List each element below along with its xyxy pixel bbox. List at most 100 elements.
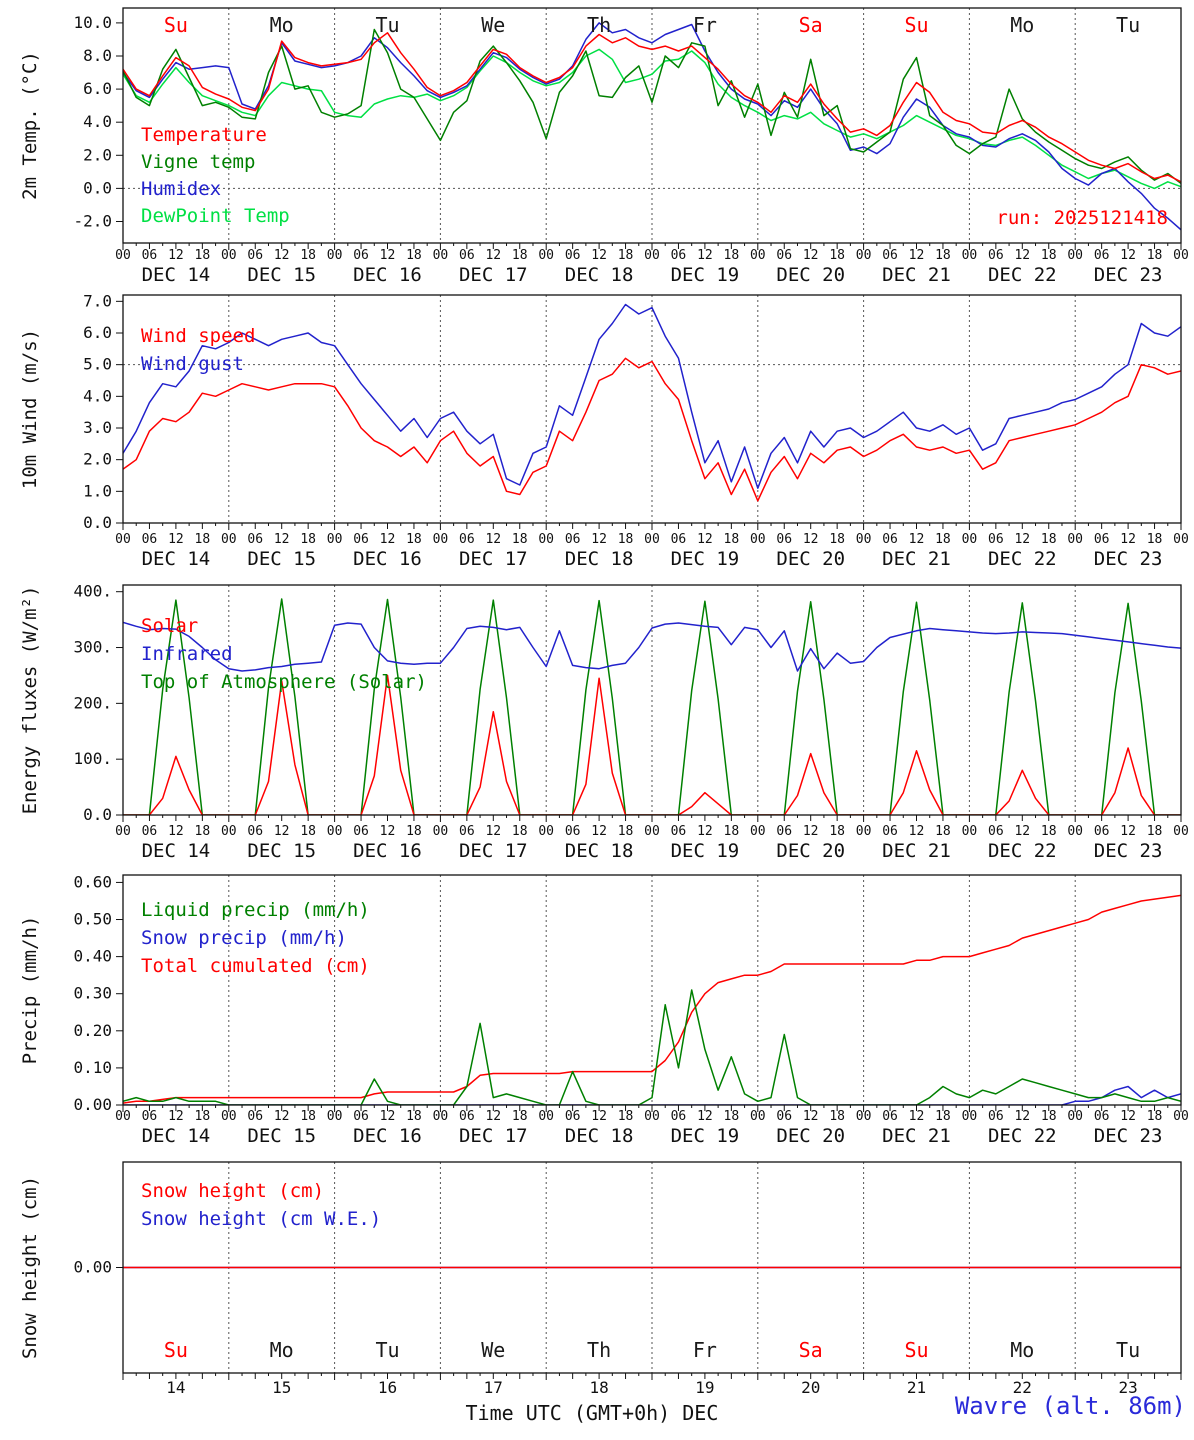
- hour-tick-label: 06: [1094, 532, 1110, 547]
- date-label: DEC 22: [988, 840, 1057, 862]
- y-tick-label: 8.0: [83, 46, 112, 65]
- day-number-label: 17: [484, 1378, 503, 1397]
- hour-tick-label: 00: [221, 1109, 237, 1124]
- hour-tick-label: 12: [485, 532, 501, 547]
- hour-tick-label: 12: [1014, 532, 1030, 547]
- hour-tick-label: 00: [644, 248, 660, 263]
- y-tick-label: 0.20: [73, 1021, 112, 1040]
- hour-tick-label: 12: [803, 532, 819, 547]
- hour-tick-label: 00: [327, 824, 343, 839]
- hour-tick-label: 00: [962, 1109, 978, 1124]
- hour-tick-label: 00: [750, 532, 766, 547]
- day-number-label: 18: [589, 1378, 608, 1397]
- hour-tick-label: 18: [195, 1109, 211, 1124]
- hour-tick-label: 06: [353, 248, 369, 263]
- legend-wind-wind-speed: Wind speed: [141, 325, 255, 347]
- day-name-label: Th: [587, 1338, 611, 1362]
- hour-tick-label: 18: [512, 532, 528, 547]
- hour-tick-label: 06: [459, 532, 475, 547]
- day-name-label: Su: [904, 13, 928, 37]
- y-tick-label: 1.0: [83, 481, 112, 500]
- hour-tick-label: 06: [988, 824, 1004, 839]
- hour-tick-label: 12: [380, 1109, 396, 1124]
- x-axis-title: Time UTC (GMT+0h) DEC: [465, 1401, 719, 1425]
- day-name-label: We: [481, 1338, 505, 1362]
- hour-tick-label: 18: [512, 824, 528, 839]
- hour-tick-label: 18: [829, 248, 845, 263]
- hour-tick-label: 12: [168, 824, 184, 839]
- temp-line-temperature: [123, 32, 1181, 183]
- day-name-label: Mo: [270, 13, 294, 37]
- hour-tick-label: 12: [697, 248, 713, 263]
- hour-tick-label: 00: [538, 824, 554, 839]
- hour-tick-label: 12: [1120, 1109, 1136, 1124]
- legend-temp-humidex: Humidex: [141, 178, 221, 200]
- hour-tick-label: 06: [671, 1109, 687, 1124]
- hour-tick-label: 00: [1173, 248, 1189, 263]
- hour-tick-label: 18: [935, 1109, 951, 1124]
- day-name-label: Tu: [375, 13, 399, 37]
- hour-tick-label: 00: [221, 248, 237, 263]
- hour-tick-label: 00: [1067, 532, 1083, 547]
- hour-tick-label: 12: [697, 532, 713, 547]
- hour-tick-label: 00: [1173, 1109, 1189, 1124]
- day-name-label: Fr: [693, 1338, 717, 1362]
- y-tick-label: 6.0: [83, 79, 112, 98]
- hour-tick-label: 06: [1094, 1109, 1110, 1124]
- day-name-label: Th: [587, 13, 611, 37]
- date-label: DEC 17: [459, 840, 528, 862]
- hour-tick-label: 06: [988, 532, 1004, 547]
- date-label: DEC 16: [353, 1125, 422, 1147]
- date-label: DEC 20: [776, 840, 845, 862]
- legend-energy-solar: Solar: [141, 615, 198, 637]
- day-name-label: Su: [164, 1338, 188, 1362]
- hour-tick-label: 18: [829, 532, 845, 547]
- wind-panel: 0.0 1.0 2.0 3.0 4.0 5.0 6.0 7.0 00 06 12 18 00 06 12 18…: [19, 291, 1189, 570]
- legend-snow-snow-height-cm-w-e-: Snow height (cm W.E.): [141, 1208, 381, 1230]
- hour-tick-label: 12: [909, 824, 925, 839]
- model-credit-line: MARv3.14 model forced by GFS: [2, 1437, 452, 1440]
- hour-tick-label: 06: [776, 248, 792, 263]
- date-label: DEC 19: [671, 264, 740, 286]
- hour-tick-label: 00: [221, 824, 237, 839]
- day-name-label: Su: [164, 13, 188, 37]
- hour-tick-label: 00: [433, 532, 449, 547]
- hour-tick-label: 18: [935, 824, 951, 839]
- hour-tick-label: 00: [856, 824, 872, 839]
- y-tick-label: 0.40: [73, 947, 112, 966]
- day-name-label: We: [481, 13, 505, 37]
- y-axis-title: 10m Wind (m/s): [19, 329, 41, 489]
- hour-tick-label: 18: [406, 1109, 422, 1124]
- date-label: DEC 18: [565, 264, 634, 286]
- model-credits: MARv3.14 model forced by GFS (c) Lab. of…: [2, 1393, 452, 1440]
- hour-tick-label: 18: [195, 824, 211, 839]
- hour-tick-label: 18: [935, 532, 951, 547]
- legend-temp-vigne-temp: Vigne temp: [141, 151, 255, 173]
- station-label: Wavre (alt. 86m): [954, 1392, 1186, 1420]
- hour-tick-label: 00: [538, 532, 554, 547]
- hour-tick-label: 06: [882, 248, 898, 263]
- date-label: DEC 18: [565, 1125, 634, 1147]
- hour-tick-label: 06: [142, 532, 158, 547]
- y-tick-label: 0.30: [73, 984, 112, 1003]
- hour-tick-label: 18: [618, 824, 634, 839]
- hour-tick-label: 18: [724, 1109, 740, 1124]
- hour-tick-label: 18: [1041, 1109, 1057, 1124]
- legend-snow-snow-height-cm-: Snow height (cm): [141, 1180, 324, 1202]
- day-name-label: Sa: [799, 13, 823, 37]
- hour-tick-label: 06: [247, 1109, 263, 1124]
- date-label: DEC 23: [1094, 840, 1163, 862]
- hour-tick-label: 00: [856, 532, 872, 547]
- energy-line-top-of-atmosphere-solar: [123, 598, 1181, 815]
- hour-tick-label: 18: [195, 532, 211, 547]
- y-tick-label: 300.: [73, 638, 112, 657]
- date-label: DEC 22: [988, 264, 1057, 286]
- y-axis-title: Energy fluxes (W/m²): [19, 586, 41, 815]
- y-tick-label: 100.: [73, 749, 112, 768]
- y-tick-label: 200.: [73, 693, 112, 712]
- hour-tick-label: 06: [459, 248, 475, 263]
- y-tick-label: 4.0: [83, 112, 112, 131]
- hour-tick-label: 06: [459, 824, 475, 839]
- energy-line-infrared: [123, 621, 1181, 672]
- energy-line-solar: [123, 674, 1181, 815]
